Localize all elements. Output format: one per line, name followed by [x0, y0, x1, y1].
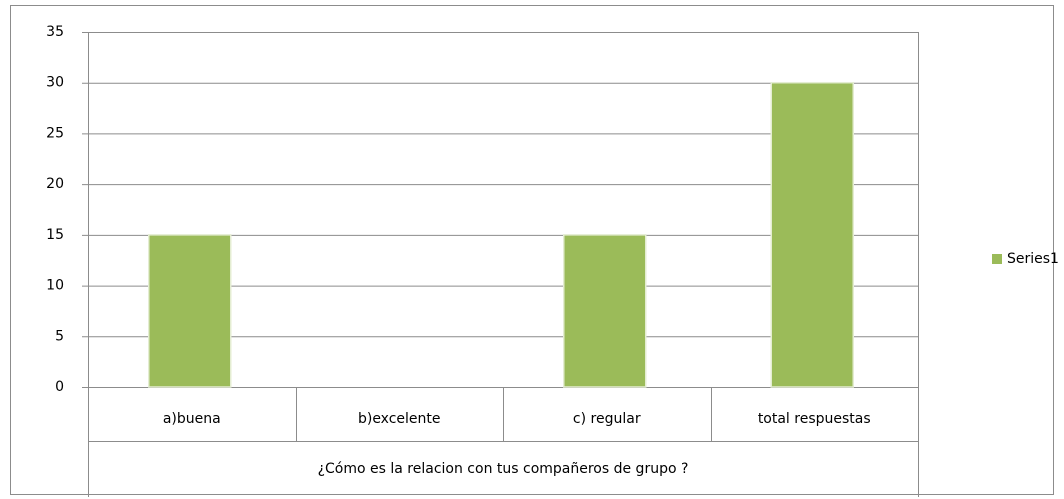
bar — [770, 81, 854, 388]
y-tick-label: 25 — [46, 125, 64, 141]
x-tick-label: b)excelente — [358, 411, 441, 427]
y-tick-label: 5 — [55, 328, 64, 344]
bar — [563, 234, 647, 388]
x-group-label: ¿Cómo es la relacion con tus compañeros … — [318, 461, 689, 477]
y-tick-label: 0 — [55, 379, 64, 395]
y-tick-label: 35 — [46, 24, 64, 40]
legend-swatch — [992, 254, 1002, 264]
x-tick-label: c) regular — [573, 411, 641, 427]
x-tick-label: a)buena — [163, 411, 221, 427]
bar — [148, 234, 232, 388]
legend-label: Series1 — [1007, 251, 1059, 267]
y-tick-label: 10 — [46, 278, 64, 294]
y-tick-label: 30 — [46, 75, 64, 91]
y-tick-label: 20 — [46, 176, 64, 192]
x-tick-label: total respuestas — [758, 411, 871, 427]
y-tick-label: 15 — [46, 227, 64, 243]
